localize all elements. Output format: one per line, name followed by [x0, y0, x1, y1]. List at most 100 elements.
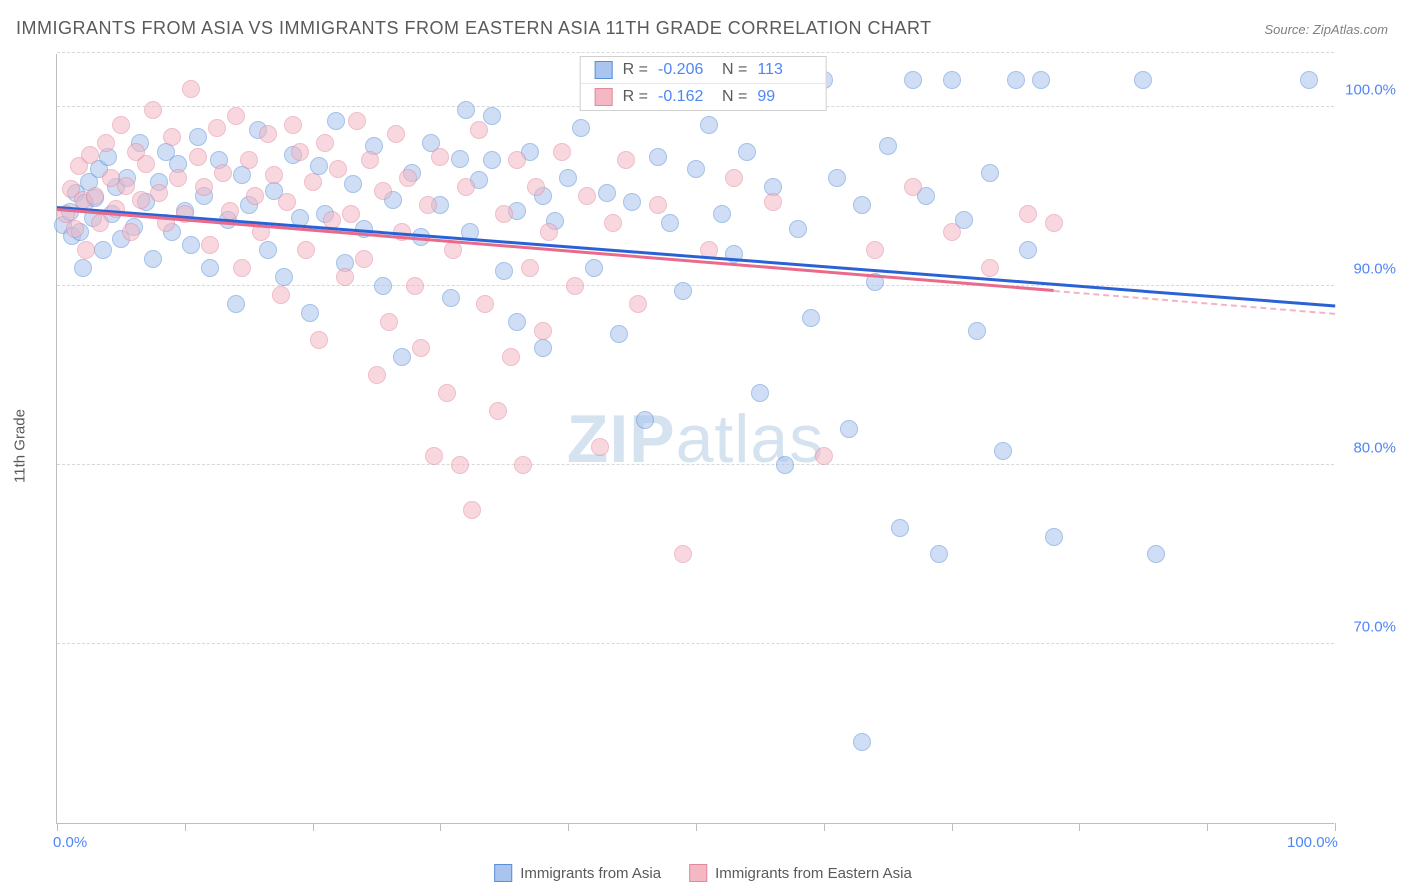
data-point [470, 121, 488, 139]
data-point [943, 71, 961, 89]
data-point [904, 178, 922, 196]
stat-label: N = [722, 88, 747, 106]
data-point [604, 214, 622, 232]
y-tick-label: 100.0% [1345, 81, 1396, 98]
gridline [57, 643, 1334, 644]
series-swatch [595, 61, 613, 79]
scatter-plot-area: ZIPatlas 70.0%80.0%90.0%100.0%0.0%100.0% [56, 54, 1334, 824]
data-point [623, 193, 641, 211]
data-point [327, 112, 345, 130]
data-point [713, 205, 731, 223]
data-point [259, 241, 277, 259]
data-point [1045, 214, 1063, 232]
data-point [457, 101, 475, 119]
data-point [214, 164, 232, 182]
data-point [891, 519, 909, 537]
x-tick [57, 823, 58, 831]
data-point [649, 148, 667, 166]
data-point [751, 384, 769, 402]
x-tick [696, 823, 697, 831]
data-point [316, 134, 334, 152]
data-point [981, 164, 999, 182]
data-point [738, 143, 756, 161]
n-value: 113 [757, 61, 811, 79]
data-point [387, 125, 405, 143]
legend-item: Immigrants from Eastern Asia [689, 864, 912, 882]
data-point [97, 134, 115, 152]
data-point [374, 277, 392, 295]
data-point [649, 196, 667, 214]
r-value: -0.206 [658, 61, 712, 79]
data-point [904, 71, 922, 89]
y-tick-label: 80.0% [1353, 439, 1396, 456]
data-point [534, 322, 552, 340]
data-point [342, 205, 360, 223]
data-point [636, 411, 654, 429]
source-attribution: Source: ZipAtlas.com [1264, 22, 1388, 37]
data-point [259, 125, 277, 143]
data-point [457, 178, 475, 196]
data-point [502, 348, 520, 366]
data-point [598, 184, 616, 202]
data-point [150, 184, 168, 202]
data-point [483, 107, 501, 125]
data-point [508, 313, 526, 331]
data-point [221, 202, 239, 220]
data-point [566, 277, 584, 295]
n-value: 99 [757, 88, 811, 106]
data-point [144, 101, 162, 119]
data-point [879, 137, 897, 155]
data-point [201, 259, 219, 277]
data-point [380, 313, 398, 331]
data-point [240, 151, 258, 169]
data-point [297, 241, 315, 259]
data-point [74, 259, 92, 277]
series-swatch [595, 88, 613, 106]
data-point [304, 173, 322, 191]
data-point [137, 155, 155, 173]
data-point [687, 160, 705, 178]
data-point [930, 545, 948, 563]
data-point [1019, 205, 1037, 223]
data-point [451, 456, 469, 474]
legend-swatch [689, 864, 707, 882]
data-point [585, 259, 603, 277]
data-point [227, 295, 245, 313]
data-point [853, 196, 871, 214]
data-point [406, 277, 424, 295]
x-tick-label: 100.0% [1287, 834, 1338, 851]
data-point [91, 214, 109, 232]
data-point [451, 150, 469, 168]
data-point [661, 214, 679, 232]
data-point [853, 733, 871, 751]
stat-label: R = [623, 61, 648, 79]
x-tick [440, 823, 441, 831]
x-tick [185, 823, 186, 831]
data-point [393, 348, 411, 366]
data-point [144, 250, 162, 268]
data-point [425, 447, 443, 465]
data-point [994, 442, 1012, 460]
data-point [195, 178, 213, 196]
data-point [329, 160, 347, 178]
data-point [442, 289, 460, 307]
data-point [674, 282, 692, 300]
data-point [674, 545, 692, 563]
gridline [57, 52, 1334, 53]
stat-label: N = [722, 61, 747, 79]
data-point [94, 241, 112, 259]
y-tick-label: 90.0% [1353, 260, 1396, 277]
data-point [802, 309, 820, 327]
data-point [77, 241, 95, 259]
data-point [514, 456, 532, 474]
data-point [86, 187, 104, 205]
data-point [291, 143, 309, 161]
data-point [246, 187, 264, 205]
data-point [828, 169, 846, 187]
data-point [122, 223, 140, 241]
data-point [700, 116, 718, 134]
stat-label: R = [623, 88, 648, 106]
data-point [508, 151, 526, 169]
data-point [169, 169, 187, 187]
data-point [301, 304, 319, 322]
